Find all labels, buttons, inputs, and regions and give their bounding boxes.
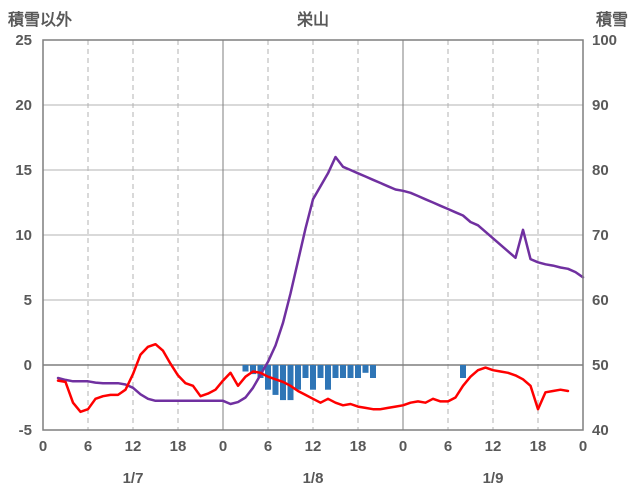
- svg-text:1/9: 1/9: [483, 470, 504, 487]
- svg-text:12: 12: [305, 438, 322, 455]
- svg-text:-5: -5: [19, 422, 32, 439]
- left-axis-title: 積雪以外: [8, 12, 73, 29]
- svg-text:80: 80: [592, 162, 609, 179]
- svg-text:70: 70: [592, 227, 609, 244]
- svg-text:15: 15: [15, 162, 32, 179]
- chart-title: 栄山: [296, 12, 329, 29]
- svg-text:6: 6: [444, 438, 452, 455]
- right-axis-title: 積雪: [595, 12, 628, 29]
- svg-text:18: 18: [350, 438, 367, 455]
- svg-text:25: 25: [15, 32, 32, 49]
- svg-text:0: 0: [24, 357, 32, 374]
- svg-text:6: 6: [264, 438, 272, 455]
- svg-text:12: 12: [485, 438, 502, 455]
- svg-text:20: 20: [15, 97, 32, 114]
- svg-text:0: 0: [219, 438, 227, 455]
- svg-text:0: 0: [39, 438, 47, 455]
- svg-text:6: 6: [84, 438, 92, 455]
- svg-text:40: 40: [592, 422, 609, 439]
- svg-text:0: 0: [579, 438, 587, 455]
- svg-text:5: 5: [24, 292, 32, 309]
- svg-text:1/8: 1/8: [303, 470, 324, 487]
- svg-text:10: 10: [15, 227, 32, 244]
- svg-text:50: 50: [592, 357, 609, 374]
- svg-text:1/7: 1/7: [123, 470, 144, 487]
- svg-text:18: 18: [170, 438, 187, 455]
- svg-text:60: 60: [592, 292, 609, 309]
- svg-text:100: 100: [592, 32, 617, 49]
- svg-text:0: 0: [399, 438, 407, 455]
- svg-text:90: 90: [592, 97, 609, 114]
- svg-text:12: 12: [125, 438, 142, 455]
- svg-text:18: 18: [530, 438, 547, 455]
